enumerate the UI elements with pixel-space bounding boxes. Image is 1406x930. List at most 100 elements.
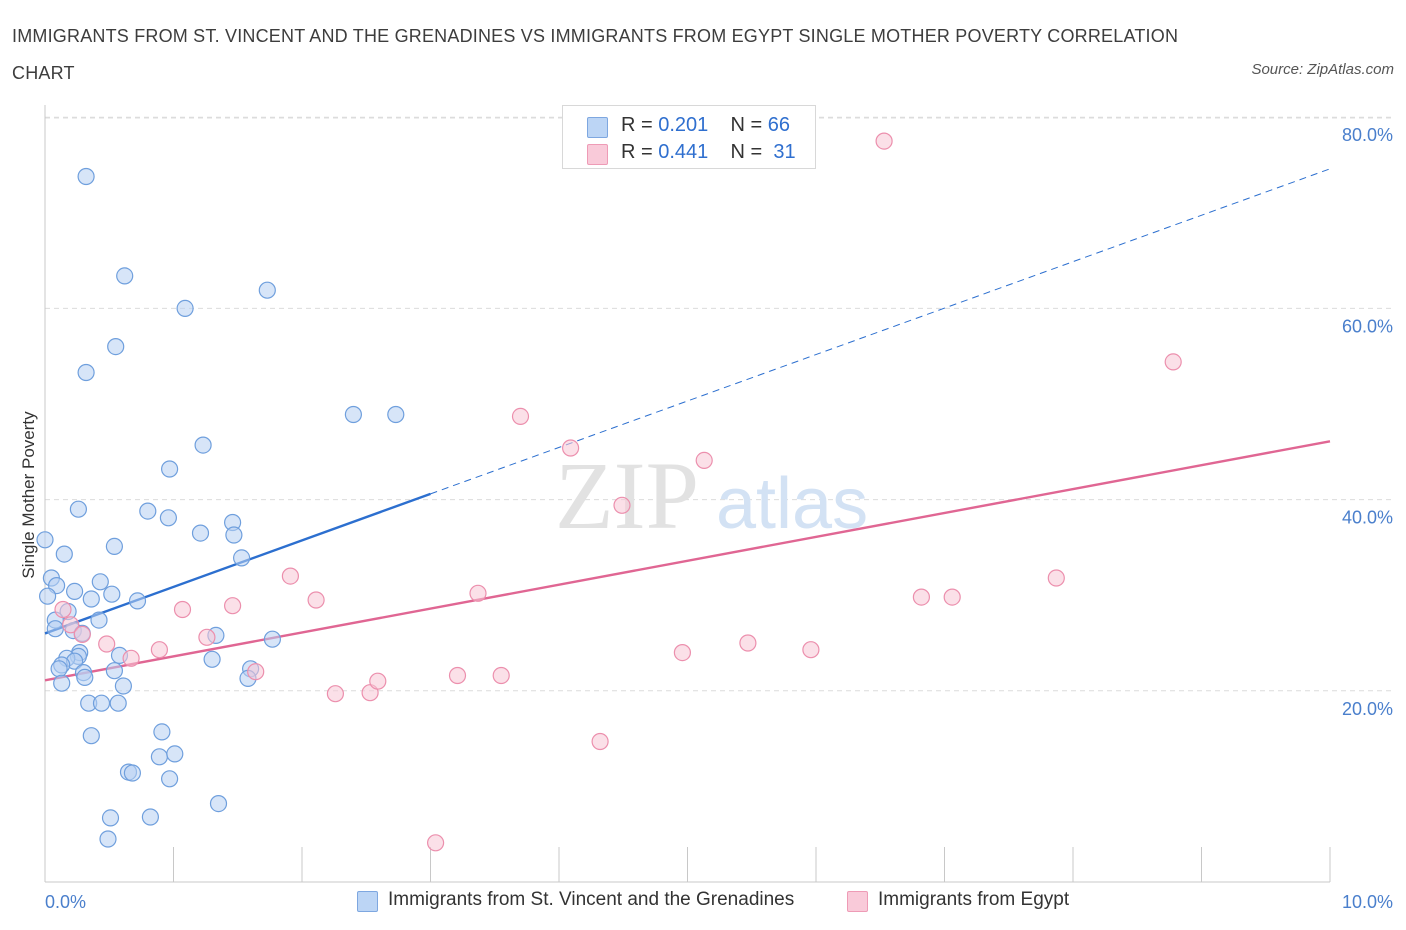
- point-egypt: [247, 663, 265, 681]
- point-stvincent: [194, 436, 212, 454]
- y-axis-label: Single Mother Poverty: [19, 411, 38, 579]
- point-stvincent: [150, 748, 168, 766]
- point-egypt: [1164, 353, 1182, 371]
- point-egypt: [492, 666, 510, 685]
- source-label: Source: ZipAtlas.com: [1251, 61, 1394, 78]
- point-stvincent: [114, 677, 133, 695]
- point-egypt: [912, 588, 931, 606]
- point-stvincent: [36, 531, 54, 549]
- n-label: N =: [730, 114, 768, 136]
- watermark: ZIP atlas: [555, 442, 868, 549]
- point-stvincent: [91, 573, 109, 591]
- point-stvincent: [139, 502, 157, 520]
- point-stvincent: [191, 524, 210, 542]
- point-stvincent: [258, 281, 276, 299]
- point-stvincent: [161, 460, 179, 478]
- point-stvincent: [50, 660, 68, 678]
- legend-swatch-egypt: [847, 891, 868, 912]
- point-egypt: [802, 641, 820, 659]
- point-stvincent: [128, 592, 147, 610]
- point-egypt: [73, 625, 91, 644]
- trend-line-egypt: [44, 440, 1331, 682]
- point-egypt: [739, 634, 757, 652]
- point-egypt: [943, 588, 961, 606]
- point-stvincent: [90, 611, 108, 629]
- point-stvincent: [55, 545, 73, 563]
- point-egypt: [469, 584, 487, 602]
- n-label: N =: [730, 141, 768, 163]
- point-stvincent: [77, 167, 95, 186]
- r-value: 0.441: [658, 141, 709, 163]
- point-stvincent: [161, 770, 179, 788]
- point-stvincent: [123, 764, 141, 782]
- point-egypt: [98, 635, 116, 653]
- r-label: R =: [621, 114, 659, 136]
- legend-swatch-stvincent: [357, 891, 378, 912]
- y-tick-label: 40.0%: [1342, 508, 1393, 528]
- point-stvincent: [101, 809, 120, 827]
- point-egypt: [427, 834, 445, 852]
- grid-lines: [45, 116, 1395, 692]
- point-stvincent: [92, 694, 111, 712]
- chart-title: IMMIGRANTS FROM ST. VINCENT AND THE GREN…: [12, 26, 1179, 83]
- x-tick-label: 10.0%: [1342, 892, 1393, 912]
- point-stvincent: [176, 299, 194, 317]
- point-stvincent: [203, 650, 221, 668]
- point-stvincent: [109, 694, 127, 712]
- point-egypt: [875, 132, 893, 150]
- legend-label-stvincent: Immigrants from St. Vincent and the Gren…: [388, 889, 795, 910]
- point-stvincent: [209, 794, 228, 813]
- y-tick-label: 80.0%: [1342, 125, 1393, 145]
- point-stvincent: [153, 723, 171, 741]
- n-value: 66: [767, 114, 791, 136]
- point-stvincent: [99, 830, 117, 848]
- point-stvincent: [82, 727, 100, 745]
- x-tick-label: 0.0%: [45, 892, 86, 912]
- data-points: [36, 132, 1182, 852]
- point-egypt: [369, 672, 387, 690]
- point-egypt: [448, 666, 467, 685]
- point-stvincent: [76, 668, 94, 687]
- r-label: R =: [621, 141, 659, 163]
- point-stvincent: [387, 405, 405, 424]
- point-stvincent: [53, 674, 71, 692]
- point-stvincent: [116, 267, 134, 285]
- point-stvincent: [105, 537, 124, 556]
- point-egypt: [613, 496, 631, 514]
- y-tick-label: 20.0%: [1342, 699, 1393, 719]
- correlation-legend: R = 0.201 N = 66 R = 0.441 N = 31: [562, 105, 816, 169]
- series-legend: Immigrants from St. Vincent and the Gren…: [0, 888, 1406, 916]
- point-stvincent: [159, 509, 177, 527]
- point-egypt: [591, 732, 609, 751]
- point-egypt: [150, 641, 168, 659]
- point-egypt: [62, 616, 80, 634]
- n-value: 31: [773, 141, 796, 163]
- point-egypt: [561, 439, 580, 457]
- y-tick-label: 60.0%: [1342, 316, 1393, 336]
- point-egypt: [224, 597, 242, 615]
- point-stvincent: [344, 405, 362, 424]
- point-stvincent: [103, 585, 121, 603]
- point-egypt: [511, 407, 530, 425]
- point-egypt: [173, 600, 192, 619]
- point-egypt: [673, 643, 692, 662]
- point-stvincent: [166, 745, 184, 763]
- tick-labels: 20.0% 40.0% 60.0% 80.0% 0.0% 10.0%: [45, 125, 1393, 912]
- point-egypt: [1047, 569, 1065, 587]
- point-stvincent: [225, 526, 243, 544]
- point-egypt: [198, 628, 216, 646]
- watermark-zip: ZIP: [555, 442, 699, 549]
- point-stvincent: [107, 338, 125, 356]
- legend-swatch-egypt: [587, 144, 608, 165]
- watermark-atlas: atlas: [716, 464, 868, 544]
- trend-extension-stvincent: [430, 168, 1331, 495]
- point-stvincent: [65, 582, 84, 601]
- point-egypt: [695, 451, 713, 469]
- point-egypt: [307, 591, 325, 609]
- point-stvincent: [69, 500, 88, 518]
- axes: [44, 105, 1331, 883]
- point-stvincent: [38, 587, 57, 605]
- point-stvincent: [263, 630, 281, 648]
- point-stvincent: [141, 808, 159, 826]
